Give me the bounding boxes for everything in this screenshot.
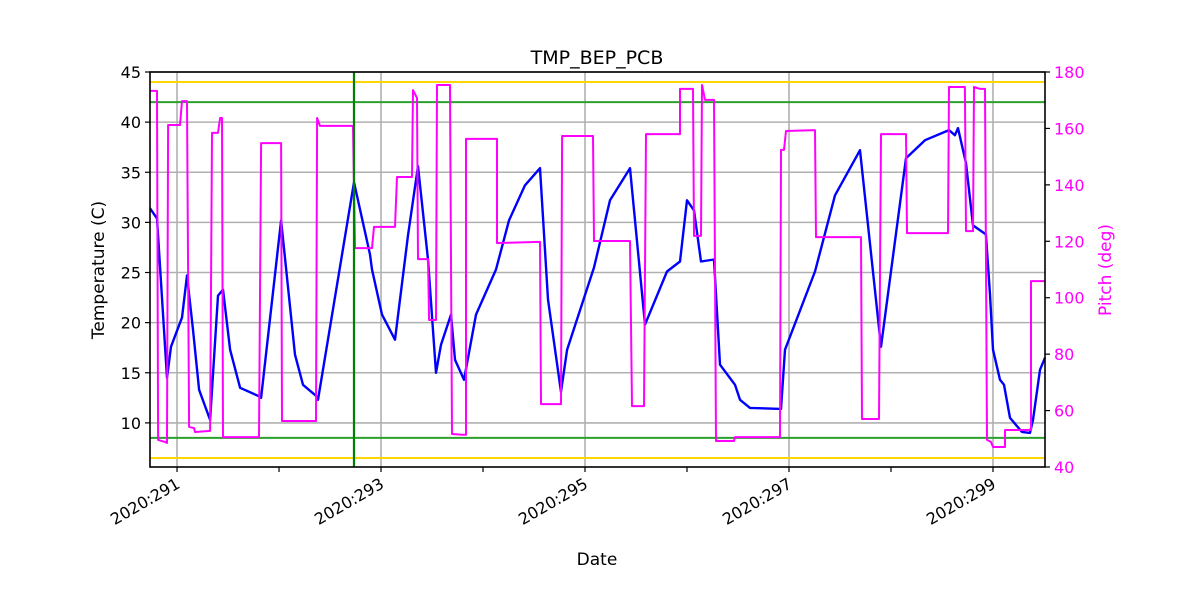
y2-tick-label: 140 bbox=[1054, 176, 1085, 195]
y2-tick-label: 120 bbox=[1054, 232, 1085, 251]
chart-title: TMP_BEP_PCB bbox=[530, 47, 664, 69]
y2-tick-label: 180 bbox=[1054, 63, 1085, 82]
y2-tick-label: 160 bbox=[1054, 119, 1085, 138]
y2-tick-label: 40 bbox=[1054, 458, 1074, 477]
y-tick-label: 35 bbox=[121, 163, 141, 182]
y-tick-label: 10 bbox=[121, 414, 141, 433]
plot-frame bbox=[149, 71, 1046, 468]
series-group bbox=[149, 84, 1047, 448]
x-axis-label: Date bbox=[577, 550, 618, 570]
y2-tick-label: 80 bbox=[1054, 345, 1074, 364]
pitch-line bbox=[150, 84, 1045, 448]
y2-axis-label: Pitch (deg) bbox=[1096, 224, 1116, 316]
y-tick-label: 25 bbox=[121, 264, 141, 283]
y-tick-label: 15 bbox=[121, 364, 141, 383]
y-tick-label: 45 bbox=[121, 63, 141, 82]
y-tick-label: 40 bbox=[121, 113, 141, 132]
y2-tick-label: 60 bbox=[1054, 402, 1074, 421]
y2-tick-label: 100 bbox=[1054, 289, 1085, 308]
limit-lines bbox=[150, 81, 1045, 459]
y-tick-label: 20 bbox=[121, 314, 141, 333]
y-tick-label: 30 bbox=[121, 213, 141, 232]
y-axis-label: Temperature (C) bbox=[89, 201, 109, 340]
